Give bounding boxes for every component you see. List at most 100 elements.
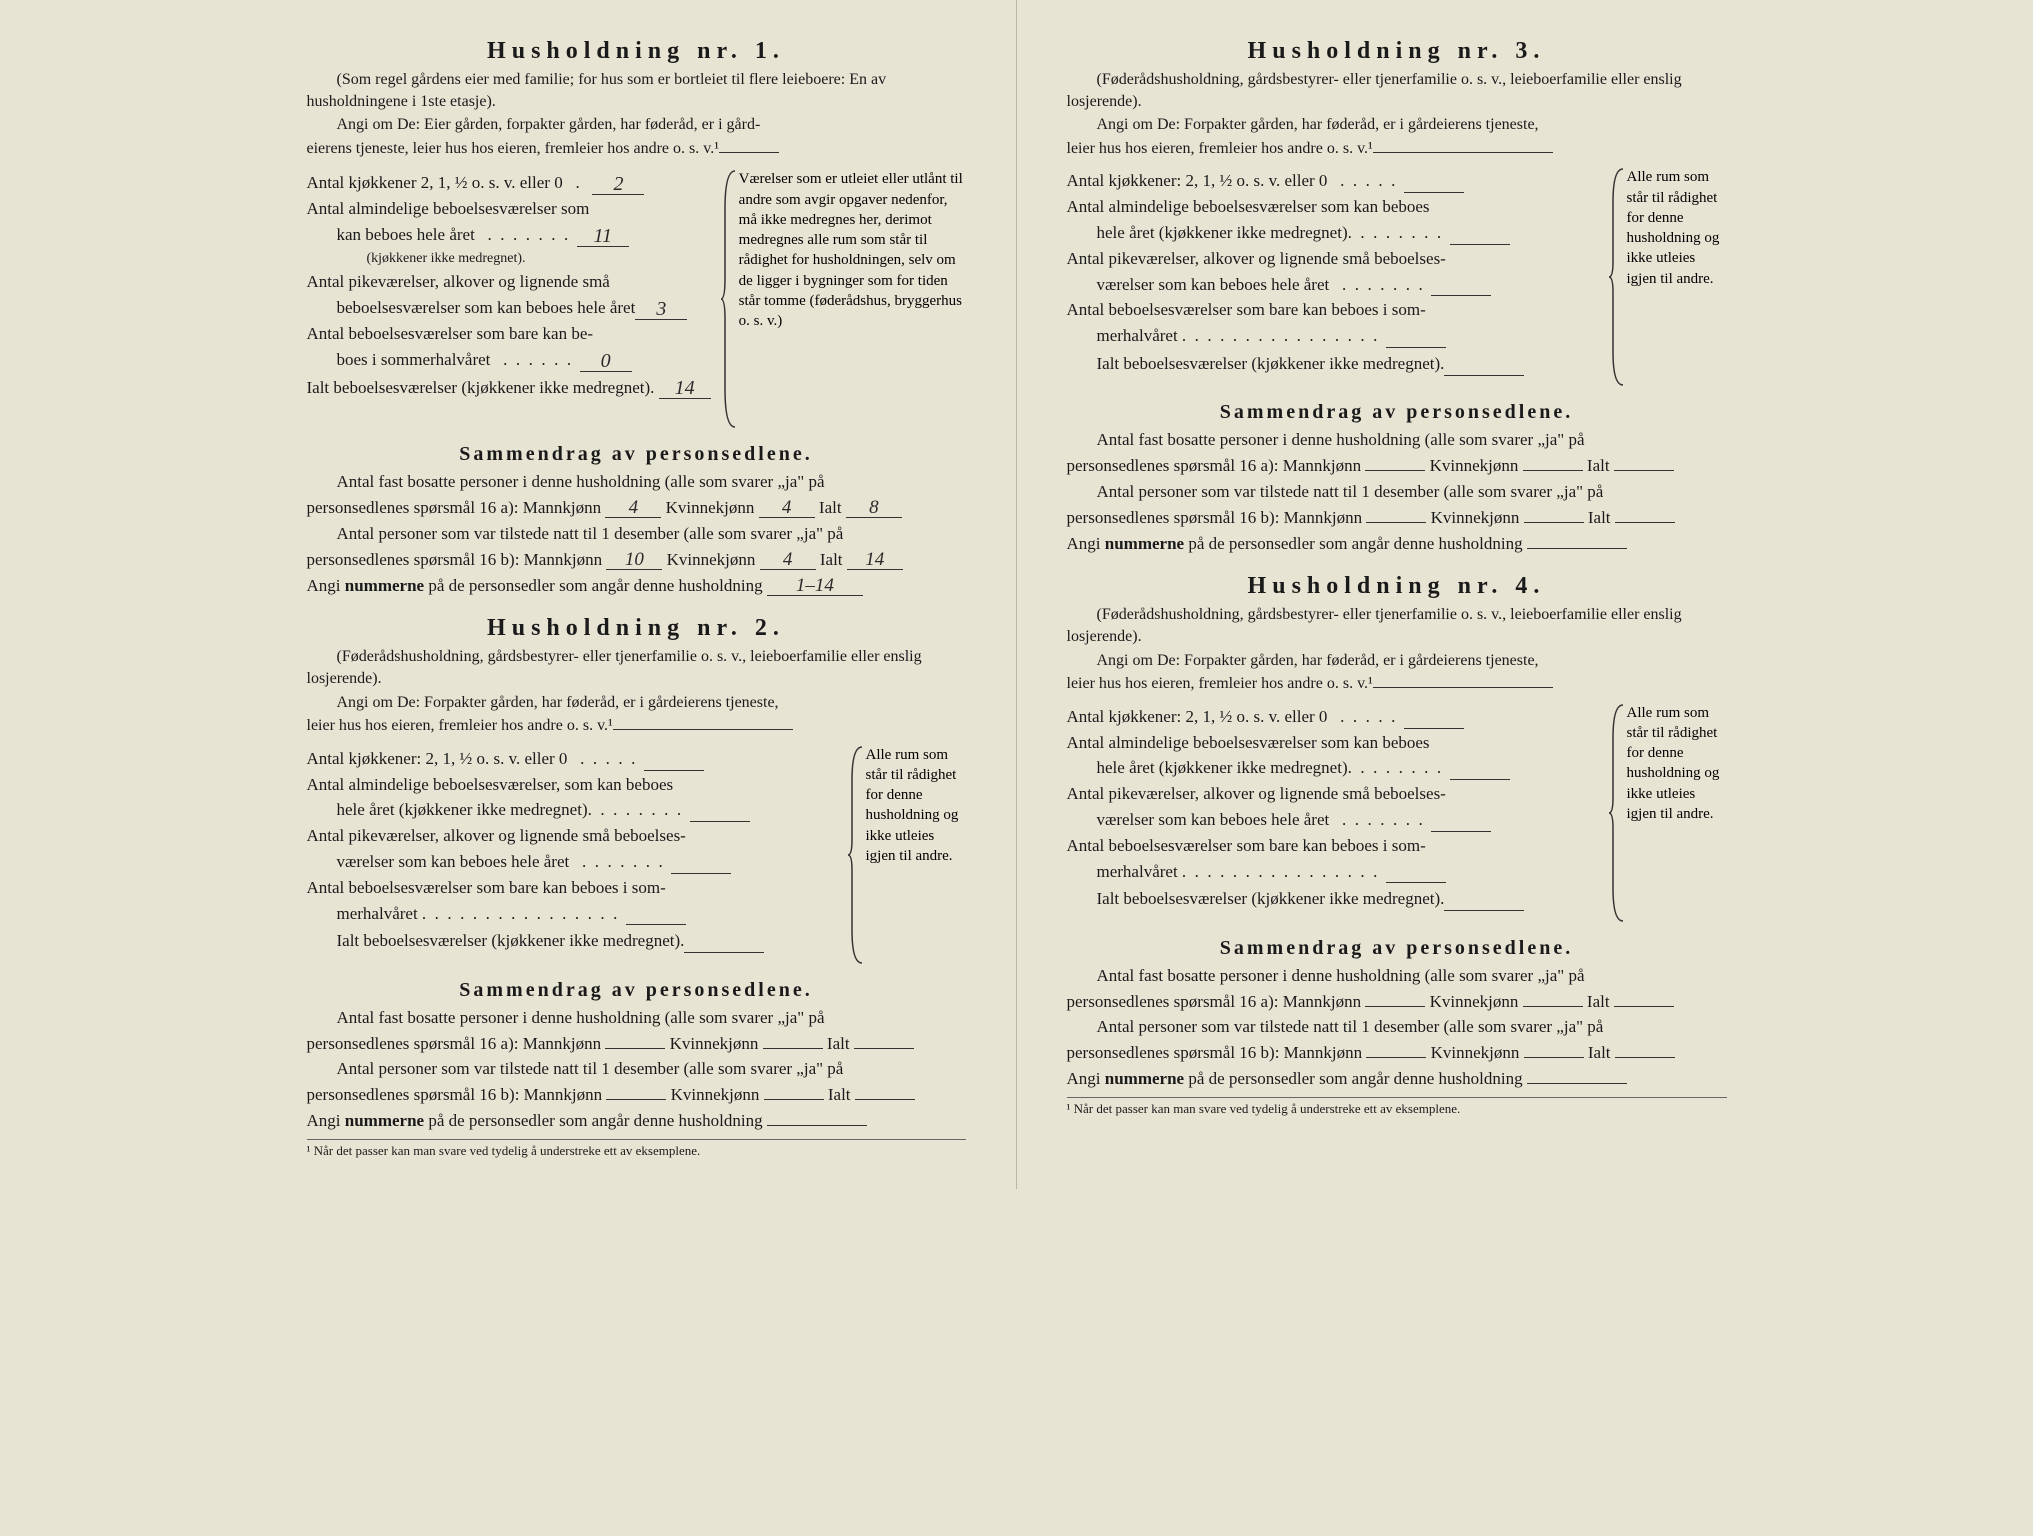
brace-icon: [848, 745, 866, 965]
h2-q-ialt: Ialt beboelsesværelser (kjøkkener ikke m…: [337, 929, 685, 953]
h1-sum-num: Angi nummerne på de personsedler som ang…: [307, 574, 966, 598]
h1-subtitle2a: Angi om De: Eier gården, forpakter gårde…: [307, 114, 966, 136]
h4-sum-p1: Antal fast bosatte personer i denne hush…: [1067, 964, 1727, 988]
h1-subtitle1: (Som regel gårdens eier med familie; for…: [307, 69, 966, 112]
h3-title: Husholdning nr. 3.: [1067, 38, 1727, 65]
h4-sum-p1b: personsedlenes spørsmål 16 a): Mannkjønn…: [1067, 990, 1727, 1014]
h1-sum-mann2: 10: [606, 550, 662, 570]
h1-q-alm-a: Antal almindelige beboelsesværelser som: [307, 197, 711, 221]
h1-q-kjokkener: Antal kjøkkener 2, 1, ½ o. s. v. eller 0…: [307, 171, 711, 195]
h4-sum-title: Sammendrag av personsedlene.: [1067, 937, 1727, 960]
h2-q-alm-b: hele året (kjøkkener ikke medregnet). . …: [307, 798, 690, 822]
h1-sum-p2: Antal personer som var tilstede natt til…: [307, 522, 966, 546]
h4-q-sommer-a: Antal beboelsesværelser som bare kan beb…: [1067, 834, 1599, 858]
h3-subtitle2a: Angi om De: Forpakter gården, har føderå…: [1067, 114, 1727, 136]
h4-q-alm-b: hele året (kjøkkener ikke medregnet). . …: [1067, 756, 1450, 780]
h1-q-ialt: Ialt beboelsesværelser (kjøkkener ikke m…: [307, 376, 659, 400]
brace-icon: [1609, 703, 1627, 923]
h4-q-pike-b: værelser som kan beboes hele året . . . …: [1067, 808, 1432, 832]
h3-q-kjokkener: Antal kjøkkener: 2, 1, ½ o. s. v. eller …: [1067, 169, 1599, 193]
h1-sum-p1b: personsedlenes spørsmål 16 a): Mannkjønn…: [307, 496, 966, 520]
h1-sum-kvinn1: 4: [759, 498, 815, 518]
h1-questions-block: Antal kjøkkener 2, 1, ½ o. s. v. eller 0…: [307, 169, 966, 429]
h2-q-kjokkener: Antal kjøkkener: 2, 1, ½ o. s. v. eller …: [307, 747, 838, 771]
h2-q-pike-a: Antal pikeværelser, alkover og lignende …: [307, 824, 838, 848]
h1-a-kjokkener: 2: [592, 174, 644, 195]
h1-sum-ialt2: 14: [847, 550, 903, 570]
h4-subtitle2b: leier hus hos eieren, fremleier hos andr…: [1067, 673, 1727, 695]
right-footnote: ¹ Når det passer kan man svare ved tydel…: [1067, 1097, 1727, 1117]
h3-q-alm-a: Antal almindelige beboelsesværelser som …: [1067, 195, 1599, 219]
document-spread: Husholdning nr. 1. (Som regel gårdens ei…: [257, 0, 1777, 1189]
h1-a-alm: 11: [577, 226, 629, 247]
page-right: Husholdning nr. 3. (Føderådshusholdning,…: [1017, 0, 1777, 1189]
h1-q-pike-a: Antal pikeværelser, alkover og lignende …: [307, 270, 711, 294]
h2-title: Husholdning nr. 2.: [307, 615, 966, 642]
h4-q-kjokkener: Antal kjøkkener: 2, 1, ½ o. s. v. eller …: [1067, 705, 1599, 729]
page-left: Husholdning nr. 1. (Som regel gårdens ei…: [257, 0, 1017, 1189]
h2-q-pike-b: værelser som kan beboes hele året . . . …: [307, 850, 672, 874]
h1-a-pike: 3: [635, 299, 687, 320]
h2-q-alm-a: Antal almindelige beboelsesværelser, som…: [307, 773, 838, 797]
h4-sum-p2b: personsedlenes spørsmål 16 b): Mannkjønn…: [1067, 1041, 1727, 1065]
h4-q-pike-a: Antal pikeværelser, alkover og lignende …: [1067, 782, 1599, 806]
h2-side-note: Alle rum som står til rådighet for denne…: [866, 745, 966, 965]
h4-side-note: Alle rum som står til rådighet for denne…: [1627, 703, 1727, 923]
h4-sum-num: Angi nummerne på de personsedler som ang…: [1067, 1067, 1727, 1091]
h1-sum-ialt1: 8: [846, 498, 902, 518]
h4-q-sommer-b: merhalvåret . . . . . . . . . . . . . . …: [1067, 860, 1386, 884]
h2-sum-p2: Antal personer som var tilstede natt til…: [307, 1057, 966, 1081]
h2-subtitle2a: Angi om De: Forpakter gården, har føderå…: [307, 692, 966, 714]
h3-side-note: Alle rum som står til rådighet for denne…: [1627, 167, 1727, 387]
h1-sum-title: Sammendrag av personsedlene.: [307, 443, 966, 466]
h3-sum-p2b: personsedlenes spørsmål 16 b): Mannkjønn…: [1067, 506, 1727, 530]
h1-sum-p2b: personsedlenes spørsmål 16 b): Mannkjønn…: [307, 548, 966, 572]
h1-q-alm-b: kan beboes hele året . . . . . . .: [307, 223, 577, 247]
h4-subtitle1: (Føderådshusholdning, gårdsbestyrer- ell…: [1067, 604, 1727, 647]
h3-sum-p1: Antal fast bosatte personer i denne hush…: [1067, 428, 1727, 452]
h1-side-note: Værelser som er utleiet eller utlånt til…: [739, 169, 966, 429]
h1-sum-kvinn2: 4: [760, 550, 816, 570]
h1-q-pike-b: beboelsesværelser som kan beboes hele år…: [307, 296, 636, 320]
h3-q-sommer-b: merhalvåret . . . . . . . . . . . . . . …: [1067, 324, 1386, 348]
h2-sum-title: Sammendrag av personsedlene.: [307, 979, 966, 1002]
h1-a-sommer: 0: [580, 351, 632, 372]
h3-questions-block: Antal kjøkkener: 2, 1, ½ o. s. v. eller …: [1067, 167, 1727, 387]
h1-title: Husholdning nr. 1.: [307, 38, 966, 65]
h3-sum-title: Sammendrag av personsedlene.: [1067, 401, 1727, 424]
h1-sum-numval: 1–14: [767, 576, 863, 596]
left-footnote: ¹ Når det passer kan man svare ved tydel…: [307, 1139, 966, 1159]
h4-q-alm-a: Antal almindelige beboelsesværelser som …: [1067, 731, 1599, 755]
h3-subtitle2b: leier hus hos eieren, fremleier hos andr…: [1067, 138, 1727, 160]
h3-q-alm-b: hele året (kjøkkener ikke medregnet). . …: [1067, 221, 1450, 245]
h3-subtitle1: (Føderådshusholdning, gårdsbestyrer- ell…: [1067, 69, 1727, 112]
h1-a-ialt: 14: [659, 378, 711, 399]
h3-q-ialt: Ialt beboelsesværelser (kjøkkener ikke m…: [1097, 352, 1445, 376]
h3-q-sommer-a: Antal beboelsesværelser som bare kan beb…: [1067, 298, 1599, 322]
h4-sum-p2: Antal personer som var tilstede natt til…: [1067, 1015, 1727, 1039]
h3-sum-num: Angi nummerne på de personsedler som ang…: [1067, 532, 1727, 556]
h4-q-ialt: Ialt beboelsesværelser (kjøkkener ikke m…: [1097, 887, 1445, 911]
h1-subtitle2b: eierens tjeneste, leier hus hos eieren, …: [307, 138, 966, 160]
h2-sum-p1b: personsedlenes spørsmål 16 a): Mannkjønn…: [307, 1032, 966, 1056]
h4-questions-block: Antal kjøkkener: 2, 1, ½ o. s. v. eller …: [1067, 703, 1727, 923]
h3-q-pike-b: værelser som kan beboes hele året . . . …: [1067, 273, 1432, 297]
h2-subtitle2b: leier hus hos eieren, fremleier hos andr…: [307, 715, 966, 737]
h1-q-alm-paren: (kjøkkener ikke medregnet).: [307, 249, 711, 269]
h2-questions-block: Antal kjøkkener: 2, 1, ½ o. s. v. eller …: [307, 745, 966, 965]
h3-q-pike-a: Antal pikeværelser, alkover og lignende …: [1067, 247, 1599, 271]
h4-title: Husholdning nr. 4.: [1067, 573, 1727, 600]
h1-q-sommer-a: Antal beboelsesværelser som bare kan be-: [307, 322, 711, 346]
h3-sum-p1b: personsedlenes spørsmål 16 a): Mannkjønn…: [1067, 454, 1727, 478]
h2-sum-p1: Antal fast bosatte personer i denne hush…: [307, 1006, 966, 1030]
h4-subtitle2a: Angi om De: Forpakter gården, har føderå…: [1067, 650, 1727, 672]
h1-q-sommer-b: boes i sommerhalvåret . . . . . .: [307, 348, 580, 372]
h2-sum-p2b: personsedlenes spørsmål 16 b): Mannkjønn…: [307, 1083, 966, 1107]
brace-icon: [1609, 167, 1627, 387]
h1-sum-mann1: 4: [605, 498, 661, 518]
brace-icon: [721, 169, 739, 429]
h2-sum-num: Angi nummerne på de personsedler som ang…: [307, 1109, 966, 1133]
h1-sum-p1: Antal fast bosatte personer i denne hush…: [307, 470, 966, 494]
h2-q-sommer-b: merhalvåret . . . . . . . . . . . . . . …: [307, 902, 626, 926]
h2-q-sommer-a: Antal beboelsesværelser som bare kan beb…: [307, 876, 838, 900]
